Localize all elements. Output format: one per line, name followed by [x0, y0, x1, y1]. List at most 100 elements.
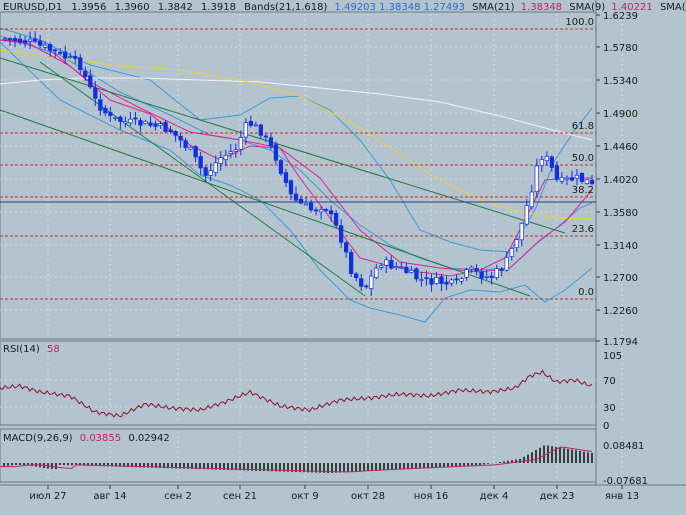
candle — [509, 247, 514, 261]
candle-body — [208, 170, 213, 176]
candle — [193, 145, 198, 163]
candle — [323, 207, 329, 213]
candle — [32, 31, 38, 43]
candle-body — [374, 267, 379, 278]
channel-diagonal-line — [39, 61, 366, 297]
candle — [163, 120, 168, 133]
candle — [474, 264, 479, 276]
candle-body — [53, 49, 58, 52]
sma21-line — [0, 39, 593, 273]
rsi-label: RSI(14) — [3, 344, 40, 355]
candle — [569, 170, 575, 182]
rsi-axis-label: 105 — [603, 351, 622, 362]
candle — [203, 165, 208, 183]
candle-body — [193, 146, 198, 158]
candle-body — [328, 210, 334, 215]
candle-body — [42, 44, 48, 48]
candle-body — [349, 252, 354, 274]
macd-signal-line — [0, 446, 593, 473]
candle-body — [108, 112, 113, 116]
candle-body — [243, 122, 248, 138]
candle — [298, 195, 304, 205]
candle — [248, 115, 253, 128]
time-axis-label: окт 28 — [351, 491, 385, 502]
candle — [78, 53, 83, 75]
open-value: 1.3956 — [71, 2, 106, 13]
candle — [369, 269, 374, 297]
price-axis-label: 1.2260 — [603, 306, 638, 317]
candle-body — [484, 275, 489, 278]
candle — [68, 52, 73, 59]
candle — [223, 149, 228, 167]
candle — [494, 264, 499, 281]
candlesticks[interactable] — [2, 31, 595, 297]
candle-body — [298, 198, 304, 204]
candle — [73, 50, 78, 64]
candle-body — [258, 124, 264, 136]
price-axis-label: 1.5340 — [603, 76, 638, 87]
candle — [12, 35, 18, 48]
bands-label: Bands(21,1.618) — [244, 2, 327, 13]
candle-body — [22, 40, 28, 44]
candle — [519, 222, 524, 247]
candle-body — [379, 265, 384, 268]
candle-body — [554, 165, 560, 180]
candle-body — [419, 279, 424, 281]
rsi-axis-label: 70 — [603, 376, 616, 387]
fib-label: 38.2 — [572, 185, 594, 196]
candle-body — [424, 277, 429, 279]
candle-body — [574, 174, 580, 179]
candle — [328, 205, 334, 222]
price-axis-label: 1.6239 — [603, 11, 638, 22]
candle — [243, 118, 248, 145]
candle-body — [569, 177, 575, 181]
candle — [559, 172, 565, 184]
candle-body — [93, 87, 98, 99]
candle-body — [303, 203, 309, 206]
candle — [138, 117, 143, 133]
macd-value-2: 0.02942 — [128, 433, 169, 444]
candle-body — [409, 269, 414, 273]
macd-label: MACD(9,26,9) — [3, 433, 73, 444]
candle-body — [338, 225, 344, 243]
candle-body — [223, 154, 228, 160]
symbol-label: EURUSD,D1 — [3, 2, 62, 13]
candle-body — [118, 116, 123, 122]
candle-body — [48, 44, 53, 51]
candle-body — [429, 278, 434, 285]
rsi-panel[interactable] — [0, 340, 597, 426]
price-axis-label: 1.3140 — [603, 241, 638, 252]
candle — [2, 36, 8, 42]
sma21-label: SMA(21) — [472, 2, 514, 13]
macd-axis-label: 0.08481 — [603, 441, 644, 452]
rsi-label-line: RSI(14) 58 — [3, 344, 60, 355]
candle-body — [469, 266, 474, 270]
candle-body — [519, 222, 524, 241]
candle — [148, 115, 153, 128]
candle-body — [178, 135, 183, 141]
candle-body — [434, 276, 439, 284]
candle-body — [128, 118, 133, 124]
candle — [464, 267, 469, 281]
candle-body — [579, 172, 585, 182]
fibonacci-levels: 100.0 61.8 50.0 38.2 23.6 0.0 — [0, 17, 596, 300]
candle-body — [12, 38, 18, 42]
candle — [133, 111, 138, 125]
candle — [168, 126, 173, 134]
candle-body — [288, 180, 294, 195]
candle-body — [564, 177, 570, 180]
candle — [123, 116, 128, 128]
candle-body — [589, 179, 595, 184]
bollinger-bands — [0, 27, 593, 323]
candle-body — [514, 239, 519, 249]
candle — [48, 42, 53, 57]
candle — [128, 112, 133, 126]
candle — [93, 80, 98, 107]
candle-body — [539, 159, 544, 166]
candle — [173, 130, 178, 142]
rsi-axis-label: 30 — [603, 403, 616, 414]
candle-body — [248, 120, 253, 126]
candle — [63, 45, 68, 64]
candle-body — [474, 268, 479, 272]
